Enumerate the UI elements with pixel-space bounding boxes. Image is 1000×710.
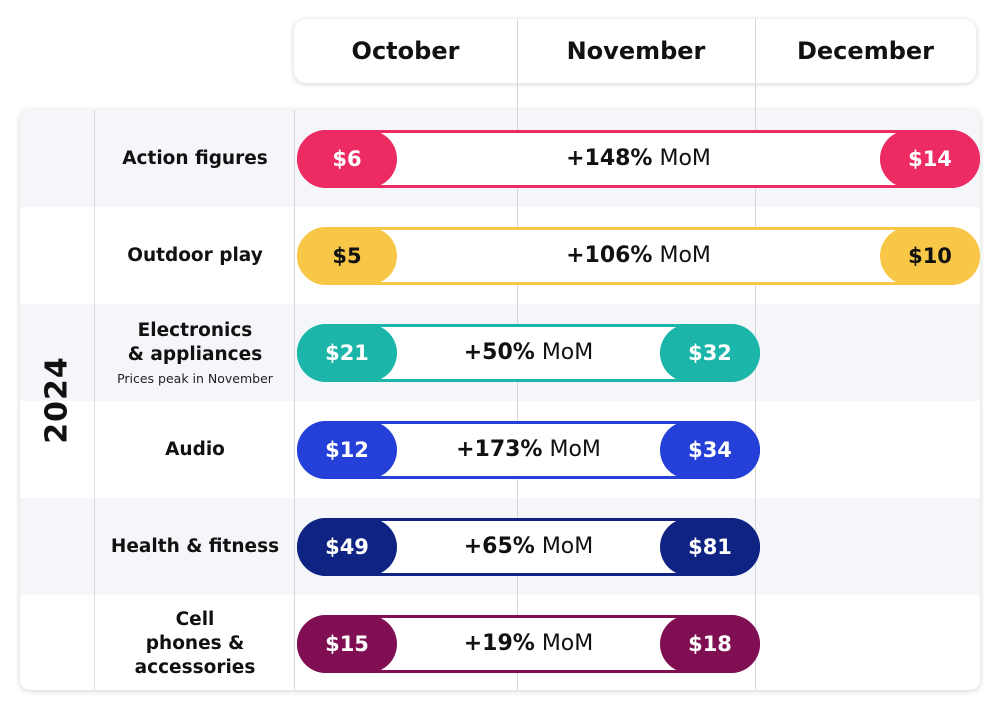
change-label: +148% MoM	[300, 133, 977, 185]
change-value: +173%	[456, 437, 543, 462]
change-unit: MoM	[541, 631, 594, 656]
grid-line-october	[294, 110, 295, 690]
month-label-october: October	[351, 37, 460, 65]
price-range-bar: +65% MoM $49 $81	[297, 517, 760, 576]
start-price-value: $12	[297, 420, 397, 479]
change-unit: MoM	[549, 437, 601, 462]
category-label: Electronics & appliances	[127, 320, 263, 365]
category-cell: Audio	[96, 401, 294, 498]
year-column: 2024	[20, 110, 95, 690]
month-label-december: December	[796, 37, 934, 65]
change-label: +173% MoM	[300, 424, 757, 476]
start-price-value: $15	[297, 614, 397, 673]
change-value: +148%	[566, 146, 653, 171]
grid-line-december	[755, 83, 756, 690]
category-cell: Outdoor play	[96, 207, 294, 304]
category-label: Health & fitness	[110, 535, 280, 557]
year-label: 2024	[39, 356, 75, 444]
price-range-bar: +106% MoM $5 $10	[297, 226, 980, 285]
change-value: +65%	[463, 534, 535, 559]
price-range-bar: +173% MoM $12 $34	[297, 420, 760, 479]
category-note: Prices peak in November	[117, 371, 273, 386]
change-unit: MoM	[541, 534, 594, 559]
category-cell: Cell phones & accessories	[96, 595, 294, 692]
category-label: Audio	[165, 438, 225, 460]
change-value: +19%	[463, 631, 535, 656]
month-label-november: November	[566, 37, 706, 65]
header-divider-2	[755, 19, 756, 83]
end-price-value: $10	[880, 226, 980, 285]
category-cell: Electronics & appliances Prices peak in No…	[96, 304, 294, 401]
end-price-value: $18	[660, 614, 760, 673]
end-price-value: $32	[660, 323, 760, 382]
price-range-bar: +19% MoM $15 $18	[297, 614, 760, 673]
month-header: October November December	[294, 19, 976, 83]
price-range-bar: +148% MoM $6 $14	[297, 129, 980, 188]
end-price-value: $14	[880, 129, 980, 188]
start-price-value: $6	[297, 129, 397, 188]
start-price-value: $21	[297, 323, 397, 382]
start-price-value: $5	[297, 226, 397, 285]
category-label: Action figures	[122, 147, 268, 169]
end-price-value: $34	[660, 420, 760, 479]
header-divider-1	[517, 19, 518, 83]
change-value: +106%	[566, 243, 653, 268]
change-unit: MoM	[541, 340, 594, 365]
category-cell: Action figures	[96, 110, 294, 207]
category-label: Cell phones & accessories	[134, 608, 256, 678]
change-unit: MoM	[659, 146, 711, 171]
change-label: +65% MoM	[300, 521, 757, 573]
change-label: +106% MoM	[300, 230, 977, 282]
price-range-bar: +50% MoM $21 $32	[297, 323, 760, 382]
change-value: +50%	[463, 340, 535, 365]
change-label: +50% MoM	[300, 327, 757, 379]
change-label: +19% MoM	[300, 618, 757, 670]
change-unit: MoM	[659, 243, 711, 268]
category-cell: Health & fitness	[96, 498, 294, 595]
end-price-value: $81	[660, 517, 760, 576]
start-price-value: $49	[297, 517, 397, 576]
category-label: Outdoor play	[127, 244, 263, 266]
grid-line-november	[517, 83, 518, 690]
